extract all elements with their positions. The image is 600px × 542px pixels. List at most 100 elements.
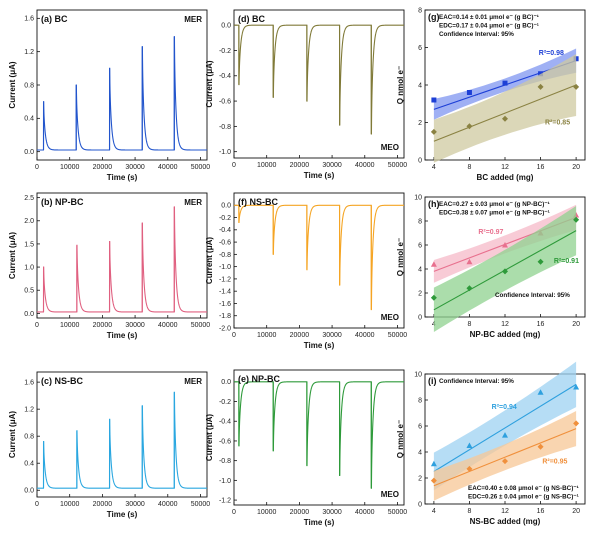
y-tick-label: 0.0 bbox=[24, 311, 34, 318]
panel-title: (d) BC bbox=[238, 14, 265, 24]
x-tick-label: 12 bbox=[501, 508, 509, 515]
x-axis-label: Time (s) bbox=[107, 173, 138, 182]
x-tick-label: 20000 bbox=[93, 322, 113, 329]
panel-title: (a) BC bbox=[41, 14, 68, 24]
y-tick-label: 8 bbox=[418, 397, 422, 404]
x-tick-label: 8 bbox=[467, 508, 471, 515]
panel-e: 0 10000 20000 30000 40000 50000 0.0 -0.2 -0.4 -0.… bbox=[205, 369, 408, 527]
r-squared-label: R²=0.85 bbox=[545, 119, 570, 126]
series-line-current bbox=[37, 206, 207, 313]
y-tick-label: 0.8 bbox=[24, 434, 34, 441]
annotation-3: EDC=0.26 ± 0.04 μmol e⁻ (g NS-BC)⁻¹ bbox=[468, 494, 579, 501]
x-tick-label: 20000 bbox=[290, 162, 310, 169]
x-tick-label: 50000 bbox=[191, 164, 211, 171]
x-tick-label: 30000 bbox=[125, 322, 145, 329]
y-tick-label: -0.8 bbox=[219, 458, 231, 465]
data-point bbox=[573, 216, 580, 223]
annotation-2: EDC=0.17 ± 0.04 μmol e⁻ (g BC)⁻¹ bbox=[439, 23, 539, 30]
x-tick-label: 8 bbox=[467, 164, 471, 171]
x-tick-label: 50000 bbox=[388, 509, 408, 516]
y-tick-label: -0.8 bbox=[219, 252, 231, 259]
x-tick-label: 50000 bbox=[388, 332, 408, 339]
data-point bbox=[502, 80, 508, 86]
y-tick-label: 10 bbox=[414, 194, 422, 201]
data-point bbox=[537, 443, 544, 450]
y-tick-label: 4 bbox=[418, 82, 422, 89]
x-tick-label: 40000 bbox=[355, 162, 375, 169]
x-tick-label: 10000 bbox=[60, 322, 80, 329]
x-tick-label: 30000 bbox=[322, 162, 342, 169]
data-point bbox=[466, 465, 473, 472]
y-axis-label: Current (μA) bbox=[8, 232, 17, 279]
annotation-2: EDC=0.38 ± 0.07 μmol e⁻ (g NP-BC)⁻¹ bbox=[439, 210, 550, 217]
y-tick-label: 0.4 bbox=[24, 116, 34, 123]
panel-f: 0 10000 20000 30000 40000 50000 0.0 -0.2 -0.4 -0.… bbox=[205, 192, 408, 350]
y-tick-label: -0.2 bbox=[219, 48, 231, 55]
data-point bbox=[430, 460, 437, 467]
y-axis-label: Q nmol e⁻ bbox=[396, 238, 405, 276]
fit-line-1 bbox=[433, 383, 577, 472]
r-squared-label: R²=0.95 bbox=[542, 459, 567, 466]
data-point bbox=[430, 261, 437, 267]
x-axis-label: Time (s) bbox=[304, 518, 335, 527]
y-axis-label: Q nmol e⁻ bbox=[396, 420, 405, 458]
x-tick-label: 0 bbox=[232, 509, 236, 516]
x-tick-label: 30000 bbox=[125, 501, 145, 508]
y-tick-label: 2 bbox=[418, 290, 422, 297]
plot-frame bbox=[36, 371, 208, 498]
y-tick-label: 8 bbox=[418, 218, 422, 225]
x-tick-label: 30000 bbox=[125, 164, 145, 171]
x-tick-label: 20000 bbox=[290, 509, 310, 516]
y-tick-label: -1.2 bbox=[219, 276, 231, 283]
data-point bbox=[466, 123, 473, 130]
data-point bbox=[573, 420, 580, 427]
annotation-1: Confidence Interval: 95% bbox=[439, 378, 514, 385]
y-tick-label: 6 bbox=[418, 242, 422, 249]
series-line-current bbox=[234, 204, 404, 311]
x-tick-label: 0 bbox=[232, 332, 236, 339]
y-tick-label: 1.6 bbox=[24, 16, 34, 23]
y-tick-label: 2.5 bbox=[24, 195, 34, 202]
y-tick-label: -0.4 bbox=[219, 419, 231, 426]
data-point bbox=[430, 477, 437, 484]
series-line-current bbox=[37, 391, 207, 489]
x-axis-label: BC added (mg) bbox=[477, 173, 534, 182]
y-tick-label: -0.4 bbox=[219, 73, 231, 80]
annotation-2: EAC=0.40 ± 0.08 μmol e⁻ (g NS-BC)⁻¹ bbox=[468, 485, 579, 492]
x-tick-label: 16 bbox=[537, 508, 545, 515]
plot-frame bbox=[36, 192, 208, 319]
y-tick-label: 0.5 bbox=[24, 288, 34, 295]
data-point bbox=[466, 285, 473, 292]
y-tick-label: 1.6 bbox=[24, 380, 34, 387]
panel-title: (c) NS-BC bbox=[41, 376, 83, 386]
y-axis-label: Current (μA) bbox=[205, 414, 214, 461]
x-axis-label: NP-BC added (mg) bbox=[470, 330, 541, 339]
y-tick-label: 0 bbox=[418, 501, 422, 508]
y-tick-label: 0.0 bbox=[24, 149, 34, 156]
data-point bbox=[537, 258, 544, 265]
x-tick-label: 40000 bbox=[158, 501, 178, 508]
plot-frame bbox=[233, 369, 405, 506]
x-tick-label: 12 bbox=[501, 164, 509, 171]
x-tick-label: 10000 bbox=[60, 164, 80, 171]
annotation-1: EAC=0.14 ± 0.01 μmol e⁻ (g BC)⁻¹ bbox=[439, 14, 539, 21]
panel-title: (e) NP-BC bbox=[238, 374, 280, 384]
plot-frame bbox=[233, 192, 405, 329]
y-axis-label: Q nmol e⁻ bbox=[396, 66, 405, 104]
x-tick-label: 20000 bbox=[93, 164, 113, 171]
y-tick-label: 0.0 bbox=[221, 23, 231, 30]
x-tick-label: 10000 bbox=[60, 501, 80, 508]
annotation-3: Confidence Interval: 95% bbox=[495, 292, 570, 299]
x-tick-label: 0 bbox=[35, 322, 39, 329]
y-tick-label: -0.2 bbox=[219, 399, 231, 406]
y-tick-label: 0.4 bbox=[24, 461, 34, 468]
x-tick-label: 50000 bbox=[191, 322, 211, 329]
x-tick-label: 0 bbox=[35, 501, 39, 508]
panel-tag: MEO bbox=[381, 143, 399, 152]
series-line-current bbox=[234, 24, 404, 135]
x-tick-label: 20000 bbox=[93, 501, 113, 508]
series-line-current bbox=[234, 381, 404, 489]
x-tick-label: 0 bbox=[35, 164, 39, 171]
fit-line-2 bbox=[433, 428, 577, 487]
